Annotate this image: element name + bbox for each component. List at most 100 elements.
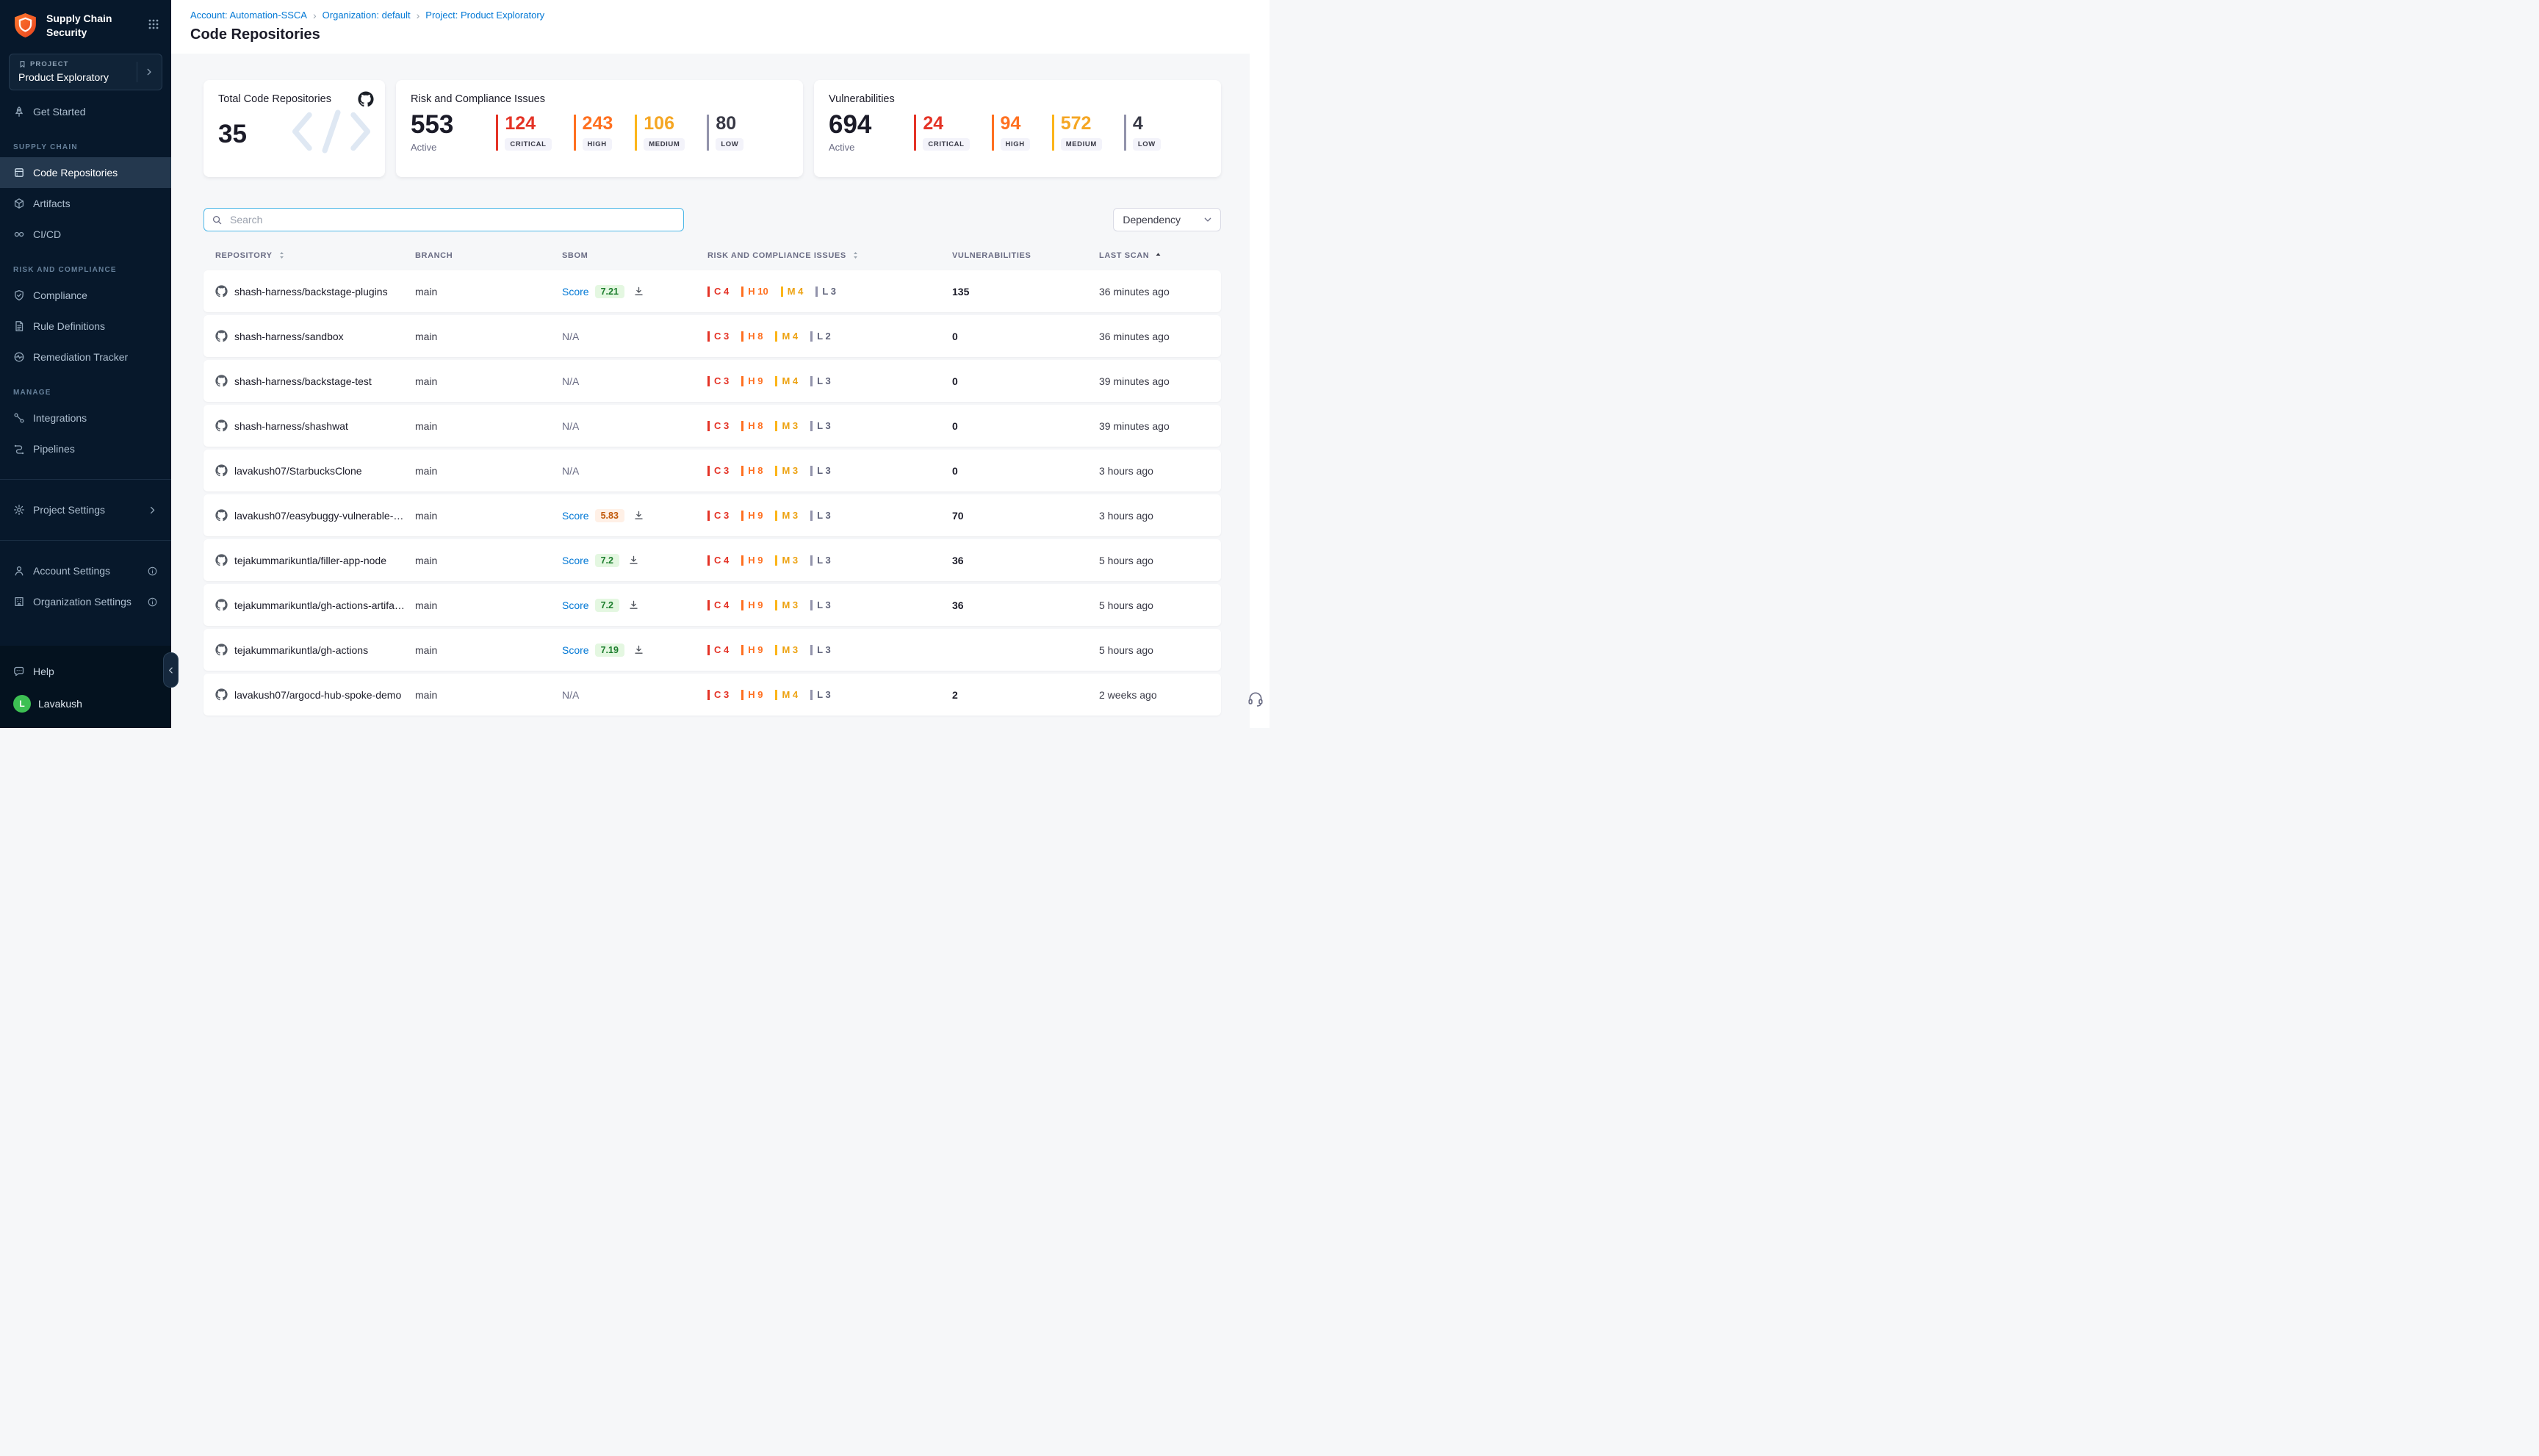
sbom-score-label: Score [562, 599, 589, 611]
repository-name[interactable]: tejakummarikuntla/filler-app-node [234, 555, 386, 566]
sidebar-item-label: Organization Settings [33, 596, 132, 608]
download-sbom-button[interactable] [632, 508, 646, 522]
sidebar-item-get-started[interactable]: Get Started [0, 96, 171, 127]
sort-icon[interactable] [851, 251, 860, 260]
project-chevron[interactable] [137, 62, 156, 82]
repository-name[interactable]: shash-harness/backstage-test [234, 375, 372, 387]
sbom-score-value: 7.2 [595, 599, 619, 612]
info-icon[interactable] [147, 597, 158, 608]
sbom-not-available: N/A [562, 331, 579, 342]
column-branch: BRANCH [415, 251, 562, 260]
chevron-right-icon [144, 67, 154, 77]
sidebar-item-account-settings[interactable]: Account Settings [0, 555, 171, 586]
table-row[interactable]: shash-harness/shashwat main N/A C 3H 8M … [204, 405, 1221, 447]
table-row[interactable]: lavakush07/easybuggy-vulnerable-app... m… [204, 494, 1221, 536]
table-row[interactable]: lavakush07/StarbucksClone main N/A C 3H … [204, 450, 1221, 491]
repository-name[interactable]: tejakummarikuntla/gh-actions [234, 644, 368, 656]
table-row[interactable]: shash-harness/backstage-plugins main Sco… [204, 270, 1221, 312]
risk-issues-cell: C 3H 8M 3L 3 [707, 466, 952, 476]
search-input[interactable] [228, 213, 676, 226]
project-selector[interactable]: PROJECT Product Exploratory [9, 54, 162, 90]
sidebar-item-integrations[interactable]: Integrations [0, 403, 171, 433]
info-icon[interactable] [147, 566, 158, 577]
support-button[interactable] [1242, 685, 1269, 712]
severity-label-badge: MEDIUM [644, 138, 685, 151]
repository-name[interactable]: shash-harness/sandbox [234, 331, 344, 342]
sidebar-collapse-handle[interactable] [163, 652, 179, 688]
sidebar-item-help[interactable]: Help [0, 656, 171, 687]
sidebar-item-ci-cd[interactable]: CI/CD [0, 219, 171, 250]
risk-chip-high: H 8 [741, 331, 763, 342]
sidebar-item-compliance[interactable]: Compliance [0, 280, 171, 311]
column-repository[interactable]: REPOSITORY [215, 251, 415, 260]
user-menu[interactable]: L Lavakush [0, 687, 171, 721]
table-row[interactable]: tejakummarikuntla/filler-app-node main S… [204, 539, 1221, 581]
download-sbom-button[interactable] [627, 553, 641, 567]
repository-name[interactable]: lavakush07/StarbucksClone [234, 465, 362, 477]
repository-cell[interactable]: shash-harness/backstage-test [215, 375, 415, 387]
repository-name[interactable]: shash-harness/shashwat [234, 420, 348, 432]
table-row[interactable]: shash-harness/backstage-test main N/A C … [204, 360, 1221, 402]
repository-cell[interactable]: tejakummarikuntla/gh-actions [215, 644, 415, 656]
download-sbom-button[interactable] [627, 598, 641, 612]
table-row[interactable]: lavakush07/argocd-hub-spoke-demo main N/… [204, 674, 1221, 716]
repository-cell[interactable]: shash-harness/backstage-plugins [215, 285, 415, 298]
github-icon [215, 464, 228, 477]
repository-cell[interactable]: tejakummarikuntla/gh-actions-artifacts [215, 599, 415, 611]
repository-cell[interactable]: lavakush07/easybuggy-vulnerable-app... [215, 509, 415, 522]
module-switcher-button[interactable] [146, 17, 161, 34]
sidebar-item-organization-settings[interactable]: Organization Settings [0, 586, 171, 617]
github-icon [215, 419, 228, 432]
repository-name[interactable]: shash-harness/backstage-plugins [234, 286, 388, 298]
table-row[interactable]: tejakummarikuntla/gh-actions main Score7… [204, 629, 1221, 671]
sidebar-item-artifacts[interactable]: Artifacts [0, 188, 171, 219]
risk-issues-cell: C 4H 9M 3L 3 [707, 645, 952, 655]
repository-cell[interactable]: lavakush07/StarbucksClone [215, 464, 415, 477]
sidebar-item-label: Code Repositories [33, 167, 118, 179]
gear-icon [13, 504, 25, 516]
risk-issues-cell: C 3H 8M 3L 3 [707, 421, 952, 431]
repository-name[interactable]: lavakush07/argocd-hub-spoke-demo [234, 689, 401, 701]
download-sbom-button[interactable] [632, 643, 646, 657]
severity-label-badge: HIGH [583, 138, 612, 151]
sidebar-item-pipelines[interactable]: Pipelines [0, 433, 171, 464]
sidebar-item-rule-definitions[interactable]: Rule Definitions [0, 311, 171, 342]
search-box[interactable] [204, 208, 684, 231]
right-gutter [1250, 0, 1270, 728]
severity-label-badge: LOW [1133, 138, 1161, 151]
sbom-cell: N/A [562, 420, 707, 432]
severity-count: 94 [1001, 115, 1030, 133]
breadcrumb-organization[interactable]: Organization: default [323, 10, 411, 21]
repository-cell[interactable]: shash-harness/sandbox [215, 330, 415, 342]
risk-total-value: 553 [411, 112, 453, 137]
download-icon [628, 555, 639, 566]
rocket-icon [13, 106, 25, 118]
column-risk-and-compliance-issues[interactable]: RISK AND COMPLIANCE ISSUES [707, 251, 952, 260]
sbom-score-value: 7.21 [595, 285, 624, 298]
table-row[interactable]: tejakummarikuntla/gh-actions-artifacts m… [204, 584, 1221, 626]
repository-cell[interactable]: tejakummarikuntla/filler-app-node [215, 554, 415, 566]
table-row[interactable]: shash-harness/sandbox main N/A C 3H 8M 4… [204, 315, 1221, 357]
repository-cell[interactable]: shash-harness/shashwat [215, 419, 415, 432]
column-last-scan[interactable]: LAST SCAN [1099, 251, 1209, 260]
sidebar-item-code-repositories[interactable]: Code Repositories [0, 157, 171, 188]
github-icon [215, 644, 228, 656]
dependency-filter-dropdown[interactable]: Dependency [1113, 208, 1221, 231]
repository-name[interactable]: lavakush07/easybuggy-vulnerable-app... [234, 510, 405, 522]
sort-ascending-icon[interactable] [1153, 251, 1163, 260]
breadcrumb-account[interactable]: Account: Automation-SSCA [190, 10, 307, 21]
sbom-score-value: 7.19 [595, 644, 624, 657]
sidebar-item-project-settings[interactable]: Project Settings [0, 494, 171, 525]
vulnerabilities-count: 70 [952, 510, 1099, 522]
project-name: Product Exploratory [18, 71, 109, 83]
risk-total-sublabel: Active [411, 142, 453, 153]
repository-cell[interactable]: lavakush07/argocd-hub-spoke-demo [215, 688, 415, 701]
breadcrumb-project[interactable]: Project: Product Exploratory [425, 10, 544, 21]
sidebar-footer: Help L Lavakush [0, 646, 171, 728]
repository-name[interactable]: tejakummarikuntla/gh-actions-artifacts [234, 599, 405, 611]
download-sbom-button[interactable] [632, 284, 646, 298]
sort-icon[interactable] [277, 251, 287, 260]
grid-icon [148, 18, 159, 30]
branch-cell: main [415, 375, 562, 387]
sidebar-item-remediation-tracker[interactable]: Remediation Tracker [0, 342, 171, 372]
